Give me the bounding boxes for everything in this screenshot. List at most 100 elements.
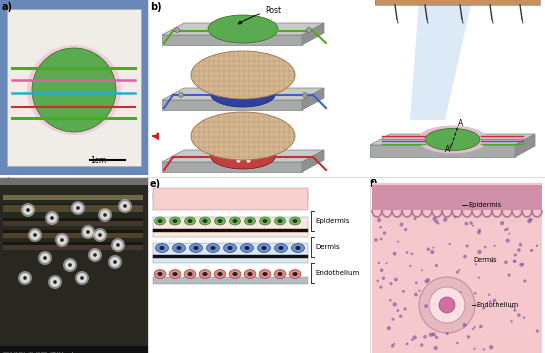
FancyBboxPatch shape (153, 193, 308, 200)
Circle shape (414, 217, 416, 220)
Circle shape (536, 245, 538, 247)
FancyBboxPatch shape (372, 185, 542, 210)
Circle shape (472, 328, 474, 330)
FancyBboxPatch shape (3, 221, 143, 226)
Circle shape (399, 315, 402, 318)
Circle shape (439, 297, 455, 313)
Circle shape (80, 276, 84, 280)
Circle shape (415, 281, 417, 284)
Polygon shape (302, 23, 324, 45)
Text: Endothelium: Endothelium (476, 302, 518, 308)
Circle shape (513, 309, 516, 312)
Circle shape (523, 317, 525, 319)
Polygon shape (162, 100, 302, 110)
Circle shape (86, 230, 90, 234)
Ellipse shape (289, 269, 301, 279)
Ellipse shape (173, 272, 178, 276)
Circle shape (410, 252, 413, 255)
Polygon shape (515, 134, 535, 157)
Circle shape (81, 225, 95, 239)
FancyBboxPatch shape (0, 178, 148, 353)
FancyBboxPatch shape (3, 204, 143, 207)
Circle shape (430, 250, 434, 254)
Circle shape (123, 204, 127, 208)
Circle shape (377, 280, 379, 282)
Circle shape (504, 228, 507, 231)
Circle shape (380, 238, 383, 240)
Circle shape (489, 345, 493, 349)
Circle shape (463, 255, 467, 258)
Ellipse shape (293, 272, 298, 276)
FancyBboxPatch shape (3, 218, 143, 221)
Polygon shape (302, 88, 324, 110)
Circle shape (456, 270, 459, 274)
FancyBboxPatch shape (4, 190, 144, 350)
FancyBboxPatch shape (3, 230, 143, 233)
Circle shape (484, 246, 487, 249)
Circle shape (405, 342, 409, 345)
Ellipse shape (199, 269, 211, 279)
Circle shape (434, 220, 438, 223)
FancyBboxPatch shape (372, 183, 542, 353)
Circle shape (379, 286, 383, 289)
Ellipse shape (293, 219, 298, 223)
Ellipse shape (214, 269, 226, 279)
Circle shape (45, 211, 59, 225)
Polygon shape (370, 145, 515, 157)
Circle shape (437, 222, 440, 225)
Circle shape (393, 252, 397, 256)
Circle shape (514, 253, 517, 257)
Circle shape (477, 250, 482, 254)
Circle shape (174, 28, 179, 32)
Circle shape (385, 262, 387, 264)
Circle shape (306, 28, 312, 32)
FancyBboxPatch shape (3, 195, 143, 200)
Text: A': A' (445, 144, 452, 154)
Circle shape (491, 259, 494, 262)
Circle shape (443, 217, 447, 222)
Text: A: A (458, 119, 463, 127)
Circle shape (506, 228, 509, 231)
Text: Epidermis: Epidermis (468, 202, 501, 208)
Circle shape (50, 216, 54, 220)
Ellipse shape (215, 217, 226, 225)
Circle shape (391, 318, 395, 321)
FancyBboxPatch shape (3, 242, 143, 245)
Text: b): b) (150, 2, 162, 12)
Circle shape (111, 238, 125, 252)
Ellipse shape (210, 143, 276, 169)
Polygon shape (302, 150, 324, 172)
Circle shape (513, 259, 516, 263)
Circle shape (472, 225, 474, 227)
Circle shape (413, 335, 417, 340)
FancyBboxPatch shape (153, 255, 308, 258)
Circle shape (521, 263, 524, 266)
Ellipse shape (263, 219, 268, 223)
FancyBboxPatch shape (0, 346, 148, 353)
Circle shape (18, 271, 32, 285)
Text: d): d) (2, 179, 14, 189)
Circle shape (456, 342, 459, 345)
Circle shape (411, 338, 414, 341)
Text: Dermis: Dermis (315, 244, 340, 250)
Circle shape (380, 268, 384, 272)
Circle shape (463, 323, 467, 327)
Ellipse shape (27, 45, 121, 135)
Circle shape (458, 269, 461, 271)
Circle shape (48, 275, 62, 289)
Polygon shape (162, 150, 324, 162)
Circle shape (427, 247, 430, 251)
Text: 1mm: 1mm (91, 347, 109, 353)
Circle shape (43, 256, 47, 260)
FancyBboxPatch shape (0, 0, 148, 175)
Circle shape (477, 231, 481, 234)
Circle shape (57, 235, 67, 245)
FancyBboxPatch shape (3, 233, 143, 238)
Circle shape (75, 271, 89, 285)
Circle shape (374, 238, 378, 242)
Ellipse shape (244, 269, 256, 279)
Text: f): f) (370, 179, 379, 189)
Polygon shape (162, 23, 324, 35)
Ellipse shape (229, 269, 241, 279)
Circle shape (483, 348, 485, 351)
